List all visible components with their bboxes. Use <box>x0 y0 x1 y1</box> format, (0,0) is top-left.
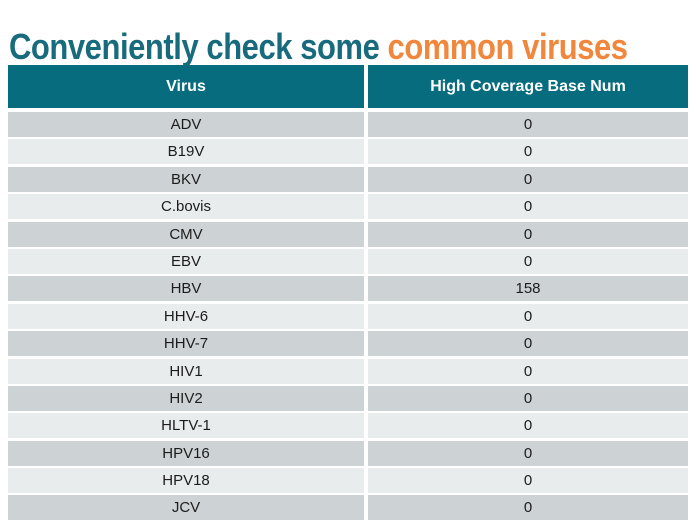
value-cell: 0 <box>368 385 688 411</box>
virus-cell: HLTV-1 <box>8 413 364 439</box>
table-header-row: Virus High Coverage Base Num <box>8 65 688 108</box>
value-cell: 0 <box>368 358 688 384</box>
virus-cell: HHV-6 <box>8 303 364 329</box>
value-cell: 0 <box>368 139 688 165</box>
virus-cell: EBV <box>8 248 364 274</box>
virus-cell: C.bovis <box>8 194 364 220</box>
virus-cell: HHV-7 <box>8 331 364 357</box>
value-cell: 0 <box>368 112 688 137</box>
table-body: ADV 0 B19V 0 BKV 0 C.bovis 0 CMV 0 EBV 0 HBV 158 HHV-6… <box>8 112 688 521</box>
virus-cell: HIV1 <box>8 358 364 384</box>
virus-cell: ADV <box>8 112 364 137</box>
virus-cell: HPV16 <box>8 440 364 466</box>
value-cell: 0 <box>368 194 688 220</box>
value-cell: 0 <box>368 440 688 466</box>
column-header-high-coverage-base-num: High Coverage Base Num <box>368 65 688 108</box>
virus-cell: CMV <box>8 221 364 247</box>
virus-cell: JCV <box>8 495 364 521</box>
title-part-orange: common viruses <box>387 26 628 68</box>
virus-cell: HBV <box>8 276 364 302</box>
value-cell: 0 <box>368 495 688 521</box>
value-cell: 0 <box>368 166 688 192</box>
value-cell: 0 <box>368 221 688 247</box>
virus-cell: HIV2 <box>8 385 364 411</box>
value-cell: 0 <box>368 303 688 329</box>
value-cell: 0 <box>368 248 688 274</box>
virus-cell: B19V <box>8 139 364 165</box>
value-cell: 158 <box>368 276 688 302</box>
virus-cell: HPV18 <box>8 468 364 494</box>
value-cell: 0 <box>368 331 688 357</box>
column-header-virus: Virus <box>8 65 364 108</box>
virus-table: Virus High Coverage Base Num ADV 0 B19V 0 BK… <box>8 65 688 521</box>
title-part-teal: Conveniently check some <box>9 26 388 68</box>
value-cell: 0 <box>368 468 688 494</box>
virus-cell: BKV <box>8 166 364 192</box>
value-cell: 0 <box>368 413 688 439</box>
page-title: Conveniently check some common viruses <box>9 26 628 68</box>
